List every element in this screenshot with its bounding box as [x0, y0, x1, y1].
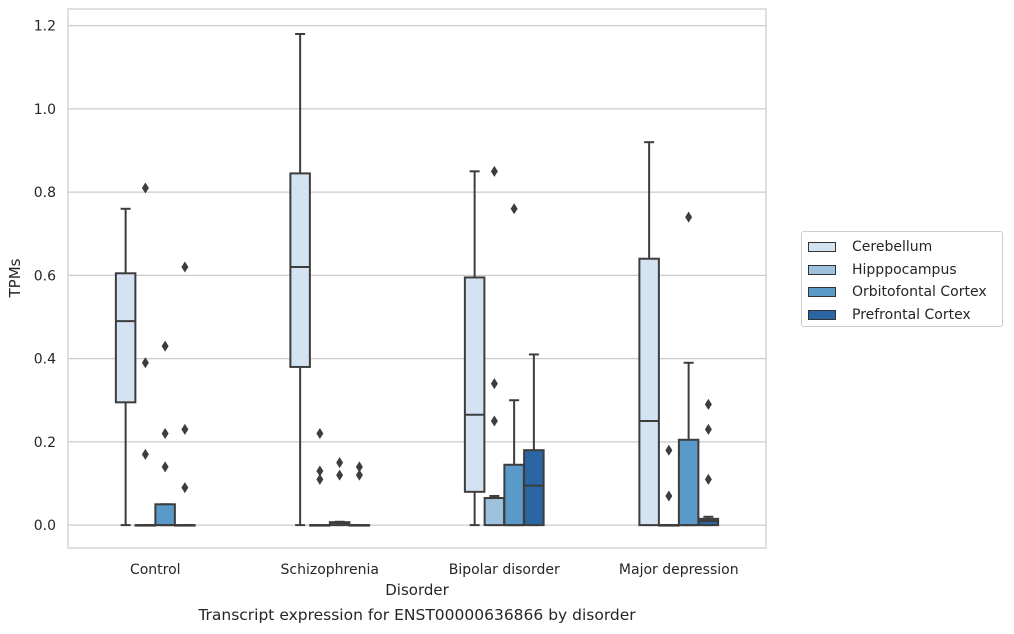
outlier-point: [704, 423, 712, 435]
legend-item: Prefrontal Cortex: [808, 304, 1002, 327]
y-axis-label: TPMs: [6, 258, 24, 298]
y-tick-label: 0.4: [34, 352, 56, 368]
outlier-point: [704, 473, 712, 485]
legend-swatch: [808, 264, 836, 275]
box-hipppocampus: [309, 428, 331, 527]
box-orbitofontal-cortex: [677, 211, 700, 527]
box-hipppocampus: [134, 182, 157, 527]
box-iqr: [154, 503, 176, 527]
outlier-point: [665, 444, 673, 456]
legend-swatch: [808, 287, 836, 298]
box-prefrontal-cortex: [174, 261, 196, 527]
box-orbitofontal-cortex: [328, 457, 351, 527]
y-tick-label: 0.0: [34, 518, 56, 534]
outlier-point: [181, 261, 189, 273]
outlier-point: [181, 482, 189, 494]
chart-caption: Transcript expression for ENST0000063686…: [198, 606, 636, 624]
legend-swatch: [808, 242, 836, 253]
outlier-point: [141, 182, 149, 194]
box-hipppocampus: [483, 165, 506, 527]
box-hipppocampus: [658, 444, 680, 527]
legend-label: Hipppocampus: [852, 261, 957, 278]
box-iqr: [289, 172, 311, 368]
box-cerebellum: [114, 207, 137, 527]
box-iqr: [697, 517, 720, 527]
outlier-point: [181, 423, 189, 435]
legend-item: Orbitofontal Cortex: [808, 281, 1002, 304]
box-series: [114, 32, 720, 527]
x-tick-label: Major depression: [619, 562, 739, 578]
legend-item: Cerebellum: [808, 236, 1002, 259]
outlier-point: [141, 357, 149, 369]
legend: Cerebellum Hipppocampus Orbitofontal Corte…: [801, 231, 1003, 327]
outlier-point: [336, 469, 344, 481]
outlier-point: [316, 428, 324, 440]
outlier-point: [685, 211, 693, 223]
x-tick-labels: Control Schizophrenia Bipolar disorder Majo…: [130, 562, 739, 578]
y-tick-labels: 0.0 0.2 0.4 0.6 0.8 1.0 1.2: [34, 19, 56, 534]
y-tick-label: 1.2: [34, 19, 56, 35]
box-prefrontal-cortex: [523, 353, 545, 527]
x-tick-label: Control: [130, 562, 181, 578]
box-prefrontal-cortex: [697, 398, 720, 527]
x-tick-label: Bipolar disorder: [449, 562, 560, 578]
outlier-point: [490, 165, 498, 177]
box-orbitofontal-cortex: [503, 203, 525, 527]
legend-label: Orbitofontal Cortex: [852, 284, 987, 301]
y-tick-label: 1.0: [34, 102, 56, 118]
box-cerebellum: [463, 170, 486, 527]
outlier-point: [161, 461, 169, 473]
outlier-point: [490, 378, 498, 390]
legend-item: Hipppocampus: [808, 259, 1002, 282]
box-iqr: [523, 449, 545, 527]
outlier-point: [355, 461, 363, 473]
y-tick-label: 0.8: [34, 185, 56, 201]
outlier-point: [665, 490, 673, 502]
grid-lines: [68, 25, 766, 526]
box-orbitofontal-cortex: [154, 340, 176, 527]
outlier-point: [336, 457, 344, 469]
outlier-point: [316, 473, 324, 485]
box-prefrontal-cortex: [348, 461, 371, 527]
box-iqr: [463, 276, 486, 493]
x-tick-label: Schizophrenia: [281, 562, 379, 578]
y-tick-label: 0.6: [34, 268, 56, 284]
y-tick-label: 0.2: [34, 435, 56, 451]
outlier-point: [161, 428, 169, 440]
legend-label: Cerebellum: [852, 239, 933, 256]
box-cerebellum: [289, 32, 311, 527]
box-iqr: [638, 257, 660, 527]
box-iqr: [677, 438, 700, 527]
outlier-point: [141, 448, 149, 460]
plot-frame: [67, 8, 767, 549]
outlier-point: [316, 465, 324, 477]
x-axis-label: Disorder: [385, 581, 449, 599]
outlier-point: [490, 415, 498, 427]
outlier-point: [161, 340, 169, 352]
box-cerebellum: [638, 141, 660, 527]
box-iqr: [503, 463, 525, 527]
box-iqr: [114, 272, 137, 404]
outlier-point: [510, 203, 518, 215]
legend-label: Prefrontal Cortex: [852, 306, 971, 323]
box-iqr: [483, 497, 506, 527]
outlier-point: [704, 398, 712, 410]
legend-swatch: [808, 309, 836, 320]
outlier-point: [355, 469, 363, 481]
